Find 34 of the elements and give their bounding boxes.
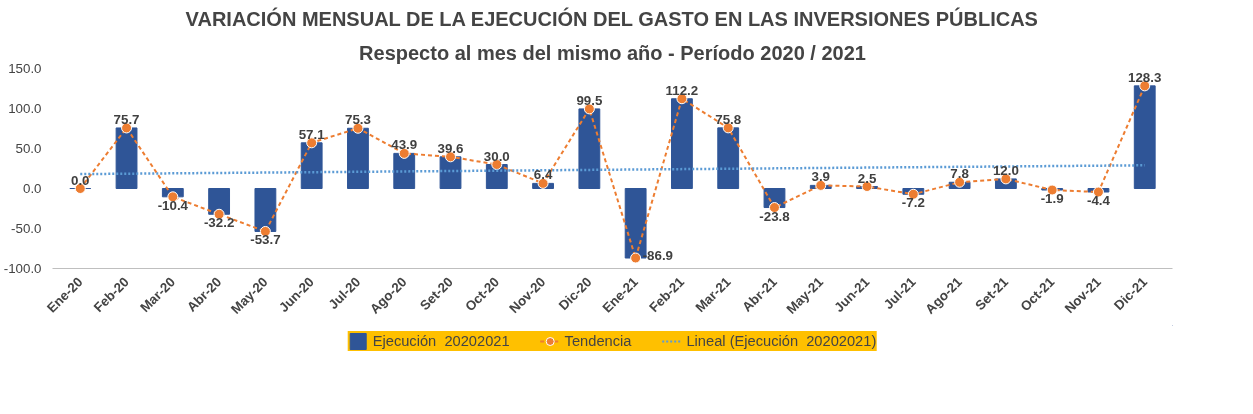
- data-label: -53.7: [250, 232, 281, 248]
- data-label: -1.9: [1040, 191, 1064, 207]
- data-label: 57.1: [298, 126, 326, 142]
- y-tick-label: 100.0: [8, 101, 42, 116]
- data-label: -7.2: [901, 195, 925, 211]
- chart-subtitle: Respecto al mes del mismo año - Período 2020 / 2021: [359, 41, 866, 64]
- data-label: 99.5: [576, 92, 603, 108]
- data-label: 12.0: [992, 162, 1019, 178]
- y-tick-label: -100.0: [3, 261, 42, 276]
- legend-label: Lineal (Ejecución 20202021): [686, 333, 877, 349]
- data-label: 43.9: [391, 137, 418, 153]
- data-label: 0.0: [71, 172, 90, 188]
- data-label: 7.8: [950, 166, 969, 182]
- data-label: 3.9: [811, 169, 831, 185]
- data-label: -4.4: [1086, 193, 1111, 209]
- chart-title: VARIACIÓN MENSUAL DE LA EJECUCIÓN DEL GASTO EN LAS INVERSIONES PÚBLICAS: [185, 6, 1038, 30]
- data-label: 2.5: [857, 170, 877, 186]
- data-label: 30.0: [483, 148, 510, 164]
- data-label: 75.7: [113, 111, 140, 127]
- legend-label: Ejecución 20202021: [372, 333, 510, 349]
- y-tick-label: 0.0: [22, 181, 42, 196]
- y-tick-label: 50.0: [15, 141, 42, 156]
- data-label: -32.2: [203, 215, 235, 231]
- y-tick-label: 150.0: [8, 61, 42, 76]
- data-label: 75.8: [715, 111, 742, 127]
- data-label: 75.3: [344, 112, 371, 128]
- data-label: 39.6: [437, 140, 464, 156]
- data-label: 112.2: [665, 82, 699, 98]
- data-label: 128.3: [1128, 69, 1162, 85]
- legend-label: Tendencia: [564, 333, 632, 349]
- data-label: -10.4: [157, 197, 189, 213]
- data-label: -23.8: [759, 208, 790, 224]
- data-label: 6.4: [533, 167, 553, 183]
- y-tick-label: -50.0: [11, 221, 42, 236]
